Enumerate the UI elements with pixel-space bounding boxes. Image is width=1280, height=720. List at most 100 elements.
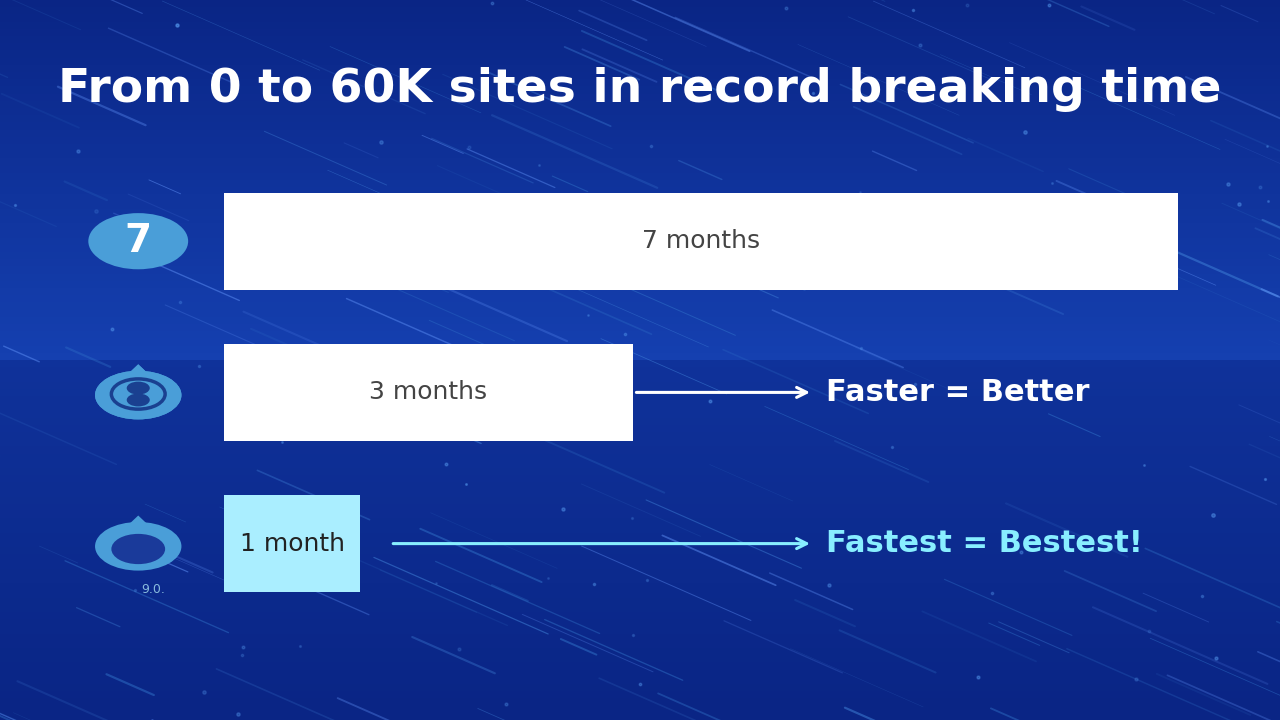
Text: 1 month: 1 month xyxy=(239,531,344,556)
Bar xyxy=(0,432,1280,439)
FancyBboxPatch shape xyxy=(224,495,360,592)
Bar xyxy=(0,14,1280,22)
Bar xyxy=(0,554,1280,562)
Text: 7: 7 xyxy=(124,222,152,260)
Bar xyxy=(0,562,1280,569)
Circle shape xyxy=(111,534,165,564)
Bar xyxy=(0,626,1280,634)
Bar xyxy=(0,713,1280,720)
Bar xyxy=(0,108,1280,115)
Bar xyxy=(0,274,1280,281)
Text: 9.0.: 9.0. xyxy=(142,583,165,596)
Bar xyxy=(0,252,1280,259)
Bar xyxy=(0,58,1280,65)
Bar xyxy=(0,230,1280,238)
Bar xyxy=(0,43,1280,50)
Bar xyxy=(0,706,1280,713)
Bar xyxy=(0,130,1280,137)
Bar xyxy=(0,223,1280,230)
Bar xyxy=(0,410,1280,418)
Bar xyxy=(0,634,1280,641)
Text: Faster = Better: Faster = Better xyxy=(826,378,1089,407)
Bar xyxy=(0,317,1280,324)
PathPatch shape xyxy=(111,364,165,390)
Bar xyxy=(0,526,1280,533)
Bar xyxy=(0,374,1280,382)
Bar xyxy=(0,547,1280,554)
Bar xyxy=(0,482,1280,490)
Bar xyxy=(0,259,1280,266)
Bar xyxy=(0,612,1280,619)
Bar xyxy=(0,166,1280,173)
Bar xyxy=(0,72,1280,79)
Bar xyxy=(0,238,1280,245)
Bar xyxy=(0,569,1280,576)
Bar xyxy=(0,281,1280,288)
Bar xyxy=(0,122,1280,130)
Bar xyxy=(0,22,1280,29)
Bar xyxy=(0,187,1280,194)
Bar xyxy=(0,324,1280,331)
Bar xyxy=(0,360,1280,367)
Bar xyxy=(0,684,1280,691)
FancyBboxPatch shape xyxy=(224,344,632,441)
Bar xyxy=(0,425,1280,432)
Bar xyxy=(0,50,1280,58)
Bar xyxy=(0,691,1280,698)
Bar xyxy=(0,418,1280,425)
Bar xyxy=(0,101,1280,108)
Text: From 0 to 60K sites in record breaking time: From 0 to 60K sites in record breaking t… xyxy=(59,68,1221,112)
Bar xyxy=(0,475,1280,482)
Bar xyxy=(0,0,1280,7)
Circle shape xyxy=(127,393,150,406)
Bar xyxy=(0,144,1280,151)
Bar xyxy=(0,576,1280,583)
Bar xyxy=(0,36,1280,43)
Circle shape xyxy=(127,382,150,395)
Bar xyxy=(0,468,1280,475)
Bar xyxy=(0,382,1280,389)
PathPatch shape xyxy=(111,516,165,541)
Bar xyxy=(0,583,1280,590)
Bar xyxy=(0,439,1280,446)
FancyBboxPatch shape xyxy=(224,192,1178,289)
Bar xyxy=(0,590,1280,598)
Bar xyxy=(0,180,1280,187)
Bar xyxy=(0,605,1280,612)
Bar xyxy=(0,403,1280,410)
Bar xyxy=(0,533,1280,540)
Circle shape xyxy=(95,522,182,570)
Bar xyxy=(0,389,1280,396)
Circle shape xyxy=(88,213,188,269)
Bar xyxy=(0,65,1280,72)
Bar xyxy=(0,173,1280,180)
Bar xyxy=(0,497,1280,504)
Text: 7 months: 7 months xyxy=(641,229,760,253)
Bar xyxy=(0,662,1280,670)
Bar xyxy=(0,396,1280,403)
Bar xyxy=(0,540,1280,547)
Bar xyxy=(0,338,1280,346)
Bar xyxy=(0,79,1280,86)
Bar xyxy=(0,7,1280,14)
Bar xyxy=(0,670,1280,677)
Bar xyxy=(0,29,1280,36)
Bar xyxy=(0,151,1280,158)
Bar xyxy=(0,446,1280,454)
Bar xyxy=(0,346,1280,353)
PathPatch shape xyxy=(111,364,165,390)
Bar xyxy=(0,641,1280,648)
Text: 3 months: 3 months xyxy=(370,380,488,405)
Bar xyxy=(0,94,1280,101)
Bar xyxy=(0,677,1280,684)
Bar xyxy=(0,115,1280,122)
Bar xyxy=(0,310,1280,317)
Circle shape xyxy=(95,371,182,419)
Bar xyxy=(0,461,1280,468)
Bar xyxy=(0,194,1280,202)
Bar xyxy=(0,648,1280,655)
Bar xyxy=(0,302,1280,310)
Bar xyxy=(0,655,1280,662)
Bar xyxy=(0,511,1280,518)
Text: Fastest = Bestest!: Fastest = Bestest! xyxy=(826,529,1142,558)
